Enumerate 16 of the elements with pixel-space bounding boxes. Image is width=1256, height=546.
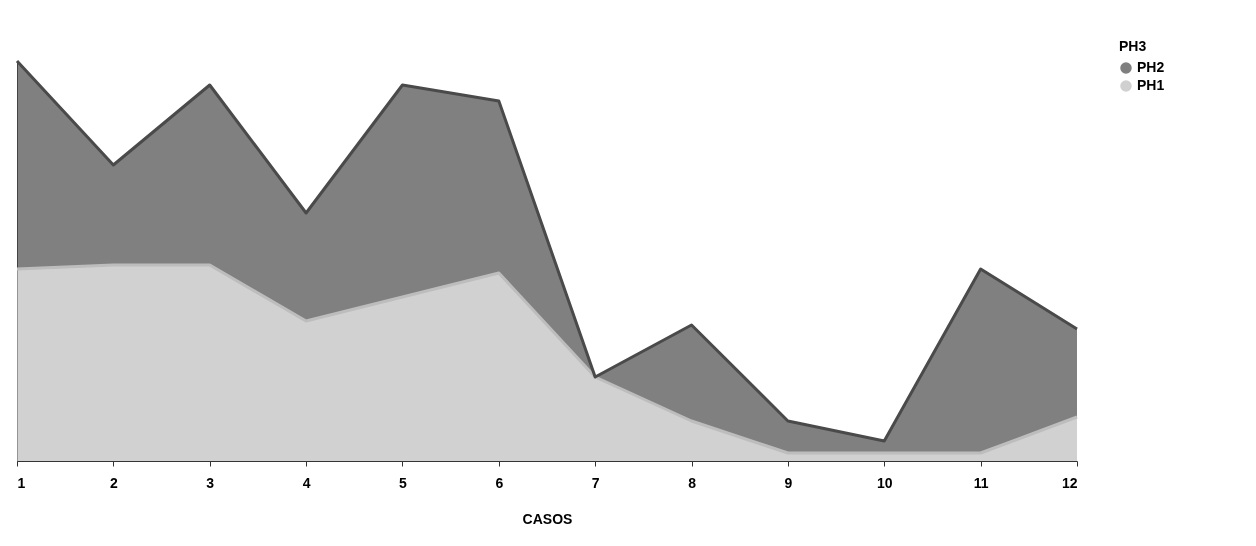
- legend-label: PH1: [1137, 77, 1165, 93]
- x-tick-label: 2: [109, 474, 118, 491]
- x-tick-label: 9: [784, 474, 793, 491]
- x-tick-label: 8: [688, 474, 697, 491]
- x-tick-label: 11: [973, 474, 989, 491]
- x-tick-label: 5: [399, 474, 408, 491]
- x-tick-label: 3: [206, 474, 215, 491]
- x-axis-title: CASOS: [522, 510, 573, 527]
- x-tick-label: 1: [17, 474, 26, 491]
- legend-label: PH2: [1137, 59, 1165, 75]
- x-tick-label: 6: [495, 474, 504, 491]
- x-tick-label: 7: [591, 474, 600, 491]
- x-tick-label: 12: [1061, 474, 1078, 491]
- text: PH3: [1119, 38, 1147, 54]
- x-tick-label: 4: [302, 474, 311, 491]
- x-tick-label: 10: [876, 474, 893, 491]
